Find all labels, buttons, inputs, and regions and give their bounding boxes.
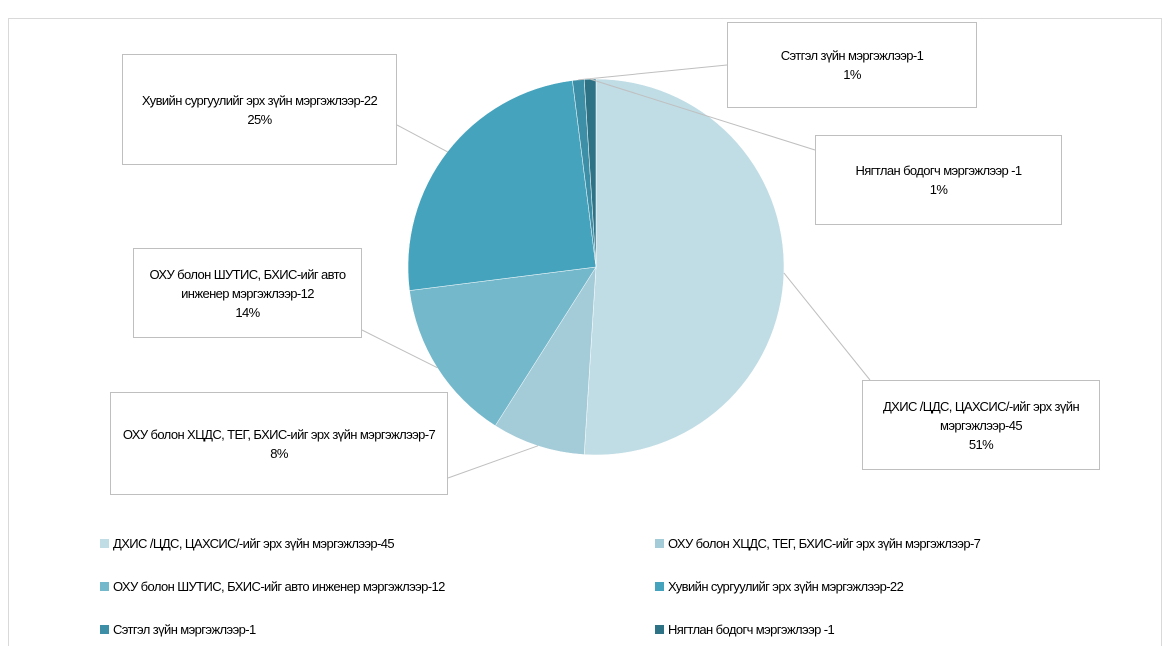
legend-label: ОХУ болон ШУТИС, БХИС-ийг авто инженер м… (113, 578, 445, 594)
legend-entry: ОХУ болон ШУТИС, БХИС-ийг авто инженер м… (100, 577, 445, 595)
legend-label: Хувийн сургуулийг эрх зүйн мэргэжлээр-22 (668, 578, 904, 594)
legend-entry: ДХИС /ЦДС, ЦАХСИС/-ийг эрх зүйн мэргэжлэ… (100, 534, 395, 552)
data-label-value: 25% (247, 111, 272, 127)
pie-slice (583, 78, 597, 268)
data-label-name: ДХИС /ЦДС, ЦАХСИС/-ийг эрх зүйн мэргэжлэ… (882, 398, 1080, 433)
legend-label: Сэтгэл зүйн мэргэжлээр-1 (113, 621, 256, 637)
data-label-value: 14% (235, 304, 260, 320)
data-label-box: ОХУ болон ХЦДС, ТЕГ, БХИС-ийг эрх зүйн м… (110, 392, 448, 495)
data-label-name: Нягтлан бодогч мэргэжлээр -1 (855, 163, 1022, 178)
data-label-value: 1% (929, 182, 948, 197)
data-label-value: 51% (968, 436, 994, 452)
data-label-value: 8% (270, 445, 288, 461)
legend-entry: Нягтлан бодогч мэргэжлээр -1 (655, 620, 835, 638)
legend-swatch (655, 624, 664, 634)
legend-swatch (100, 624, 109, 634)
legend-swatch (100, 581, 109, 591)
data-label-box: Нягтлан бодогч мэргэжлээр -1 1% (815, 135, 1062, 225)
legend-entry: Хувийн сургуулийг эрх зүйн мэргэжлээр-22 (655, 577, 904, 595)
legend-label: Нягтлан бодогч мэргэжлээр -1 (668, 621, 835, 637)
legend-label: ОХУ болон ХЦДС, ТЕГ, БХИС-ийг эрх зүйн м… (668, 535, 981, 551)
legend-label: ДХИС /ЦДС, ЦАХСИС/-ийг эрх зүйн мэргэжлэ… (113, 535, 395, 551)
pie-slice (407, 80, 597, 291)
data-label-box: Хувийн сургуулийг эрх зүйн мэргэжлээр-22… (122, 54, 397, 165)
data-label-box: ОХУ болон ШУТИС, БХИС-ийг авто инженер м… (133, 248, 362, 338)
legend-swatch (655, 581, 664, 591)
leader-line (447, 445, 539, 479)
data-label-value: 1% (843, 67, 861, 82)
data-label-name: Хувийн сургуулийг эрх зүйн мэргэжлээр-22 (141, 92, 378, 108)
leader-line (783, 272, 871, 381)
pie-slice (494, 266, 597, 455)
pie-slice (409, 266, 597, 427)
chart-border (8, 18, 1162, 646)
leader-line (396, 124, 448, 153)
data-label-box: ДХИС /ЦДС, ЦАХСИС/-ийг эрх зүйн мэргэжлэ… (862, 380, 1100, 470)
data-label-name: Сэтгэл зүйн мэргэжлээр-1 (780, 48, 924, 63)
legend-swatch (655, 538, 664, 548)
data-label-box: Сэтгэл зүйн мэргэжлээр-1 1% (727, 22, 977, 108)
pie-slice (583, 78, 785, 456)
legend-entry: Сэтгэл зүйн мэргэжлээр-1 (100, 620, 256, 638)
data-label-name: ОХУ болон ШУТИС, БХИС-ийг авто инженер м… (149, 266, 346, 301)
leader-line (589, 78, 816, 151)
legend-swatch (100, 538, 109, 548)
legend-entry: ОХУ болон ХЦДС, ТЕГ, БХИС-ийг эрх зүйн м… (655, 534, 981, 552)
data-label-name: ОХУ болон ХЦДС, ТЕГ, БХИС-ийг эрх зүйн м… (122, 426, 436, 442)
leader-line (361, 329, 438, 369)
leader-line (578, 64, 728, 81)
